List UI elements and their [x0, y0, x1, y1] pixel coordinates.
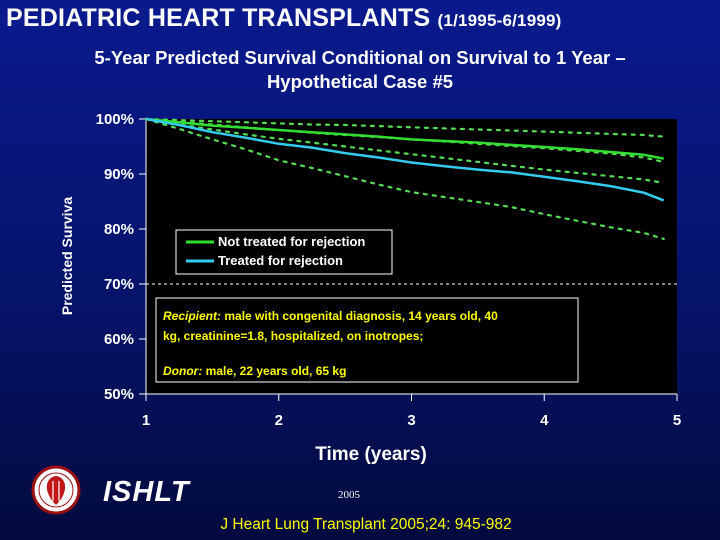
- confidence-bands: [144, 117, 665, 240]
- donor-label: Donor:: [163, 364, 202, 378]
- x-tick-label: 2: [275, 412, 283, 429]
- y-tick-label: 80%: [104, 221, 134, 238]
- page-title: PEDIATRIC HEART TRANSPLANTS (1/1995-6/19…: [6, 4, 562, 33]
- confidence-upper-treated: [144, 117, 665, 163]
- citation: J Heart Lung Transplant 2005;24: 945-982: [220, 516, 512, 533]
- title-main: PEDIATRIC HEART TRANSPLANTS: [6, 4, 431, 32]
- axes-layer: 50% 60% 70% 80% 90% 100% 1 2 3 4 5: [96, 111, 682, 429]
- x-tick-label: 4: [540, 412, 549, 429]
- series-line-treated: [145, 117, 665, 202]
- recipient-line-1: Recipient: male with congenital diagnosi…: [163, 309, 498, 323]
- x-axis-title: Time (years): [315, 444, 427, 465]
- series-lines: [145, 117, 665, 202]
- ishlt-seal-icon: [31, 465, 81, 515]
- ishlt-logo-text: ISHLT: [103, 476, 190, 508]
- x-tick-label: 5: [673, 412, 681, 429]
- confidence-upper-not-treated: [144, 117, 665, 138]
- title-date-range: (1/1995-6/1999): [437, 11, 562, 30]
- year-label: 2005: [338, 489, 360, 501]
- series-line-not-treated: [145, 117, 664, 160]
- y-tick-label: 60%: [104, 331, 134, 348]
- confidence-lower-not-treated: [144, 117, 665, 184]
- donor-text: male, 22 years old, 65 kg: [202, 364, 346, 378]
- legend-box: [175, 229, 393, 275]
- y-tick-label: 90%: [104, 166, 134, 183]
- legend-label-treated: Treated for rejection: [218, 253, 343, 268]
- case-description-box: [155, 297, 579, 383]
- x-tick-label: 1: [142, 412, 150, 429]
- recipient-line-2: kg, creatinine=1.8, hospitalized, on ino…: [163, 329, 423, 343]
- recipient-label: Recipient:: [163, 309, 221, 323]
- confidence-lower-treated: [144, 117, 665, 240]
- subtitle-line-1: 5-Year Predicted Survival Conditional on…: [94, 47, 626, 68]
- y-tick-label: 50%: [104, 386, 134, 403]
- y-tick-label: 100%: [96, 111, 134, 128]
- y-axis-title: Predicted Surviva: [59, 197, 75, 315]
- donor-line: Donor: male, 22 years old, 65 kg: [163, 364, 346, 378]
- x-tick-label: 3: [407, 412, 415, 429]
- y-tick-label: 70%: [104, 276, 134, 293]
- chart-subtitle: 5-Year Predicted Survival Conditional on…: [0, 46, 720, 94]
- legend-label-not-treated: Not treated for rejection: [218, 234, 365, 249]
- subtitle-line-2: Hypothetical Case #5: [266, 71, 454, 92]
- recipient-text-1: male with congenital diagnosis, 14 years…: [221, 309, 498, 323]
